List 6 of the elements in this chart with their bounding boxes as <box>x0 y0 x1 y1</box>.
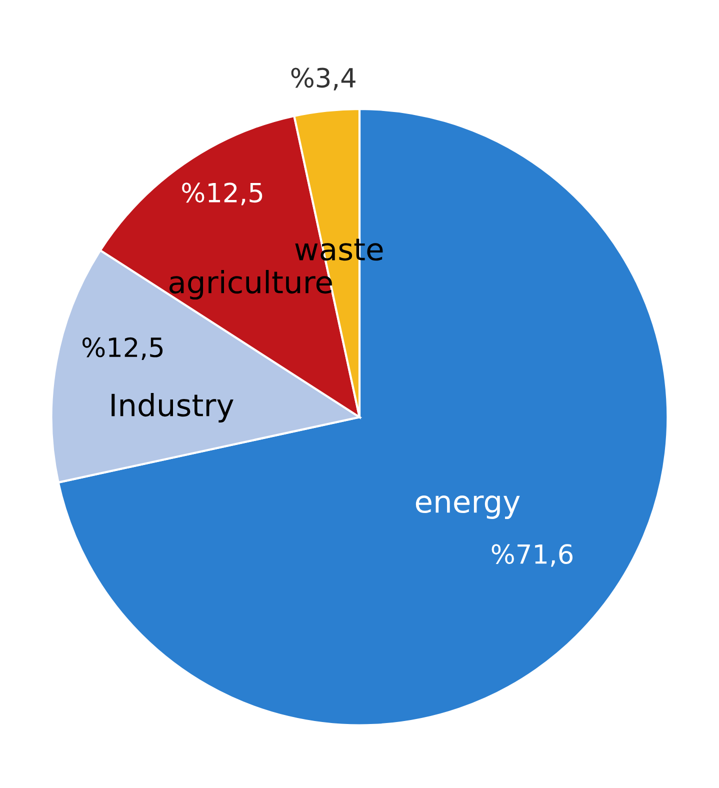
slice-label: energy <box>416 495 520 519</box>
slice-label: Industry <box>112 392 234 423</box>
data-label: %71,6 <box>492 544 572 567</box>
data-label: %12,5 <box>182 182 262 206</box>
data-label: %12,5 <box>82 337 163 360</box>
data-label: %3,4 <box>291 68 356 90</box>
